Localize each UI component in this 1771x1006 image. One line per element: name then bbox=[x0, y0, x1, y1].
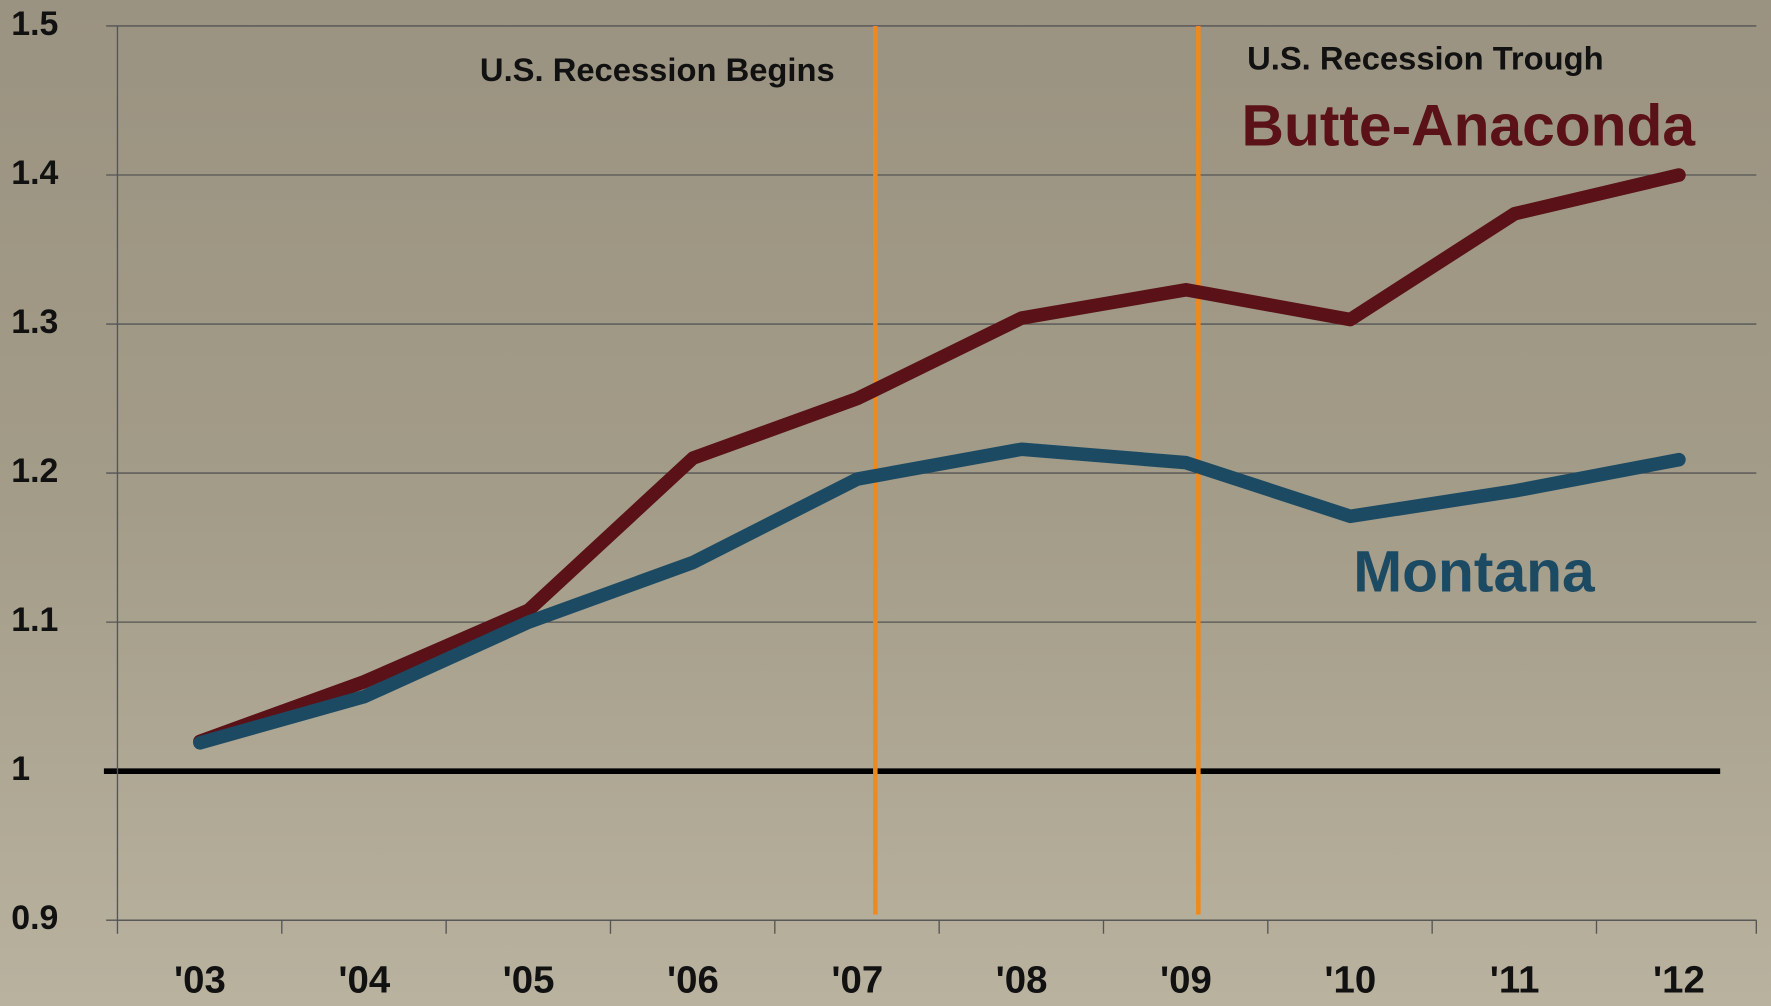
series-label: Montana bbox=[1353, 539, 1596, 604]
y-tick-label: 1.4 bbox=[11, 154, 58, 192]
x-tick-label: '07 bbox=[831, 958, 883, 1001]
annotation: U.S. Recession Trough bbox=[1247, 40, 1604, 77]
x-tick-label: '12 bbox=[1653, 958, 1705, 1001]
series-line bbox=[193, 442, 1686, 750]
x-tick-label: '10 bbox=[1324, 958, 1376, 1001]
x-tick-label: '08 bbox=[996, 958, 1048, 1001]
series-label: Butte-Anaconda bbox=[1242, 93, 1697, 158]
y-tick-label: 1.1 bbox=[11, 601, 58, 639]
x-tick-label: '05 bbox=[503, 958, 555, 1001]
y-tick-label: 1.3 bbox=[11, 303, 58, 341]
annotation: U.S. Recession Begins bbox=[480, 51, 835, 88]
series-line bbox=[193, 168, 1686, 749]
y-tick-label: 1 bbox=[11, 750, 30, 788]
x-tick-label: '06 bbox=[667, 958, 719, 1001]
y-tick-label: 1.2 bbox=[11, 452, 58, 490]
y-tick-label: 0.9 bbox=[11, 899, 58, 937]
x-tick-label: '04 bbox=[338, 958, 390, 1001]
x-tick-label: '09 bbox=[1160, 958, 1212, 1001]
y-tick-label: 1.5 bbox=[11, 5, 58, 43]
x-tick-label: '11 bbox=[1490, 958, 1540, 1001]
x-tick-label: '03 bbox=[174, 958, 226, 1001]
